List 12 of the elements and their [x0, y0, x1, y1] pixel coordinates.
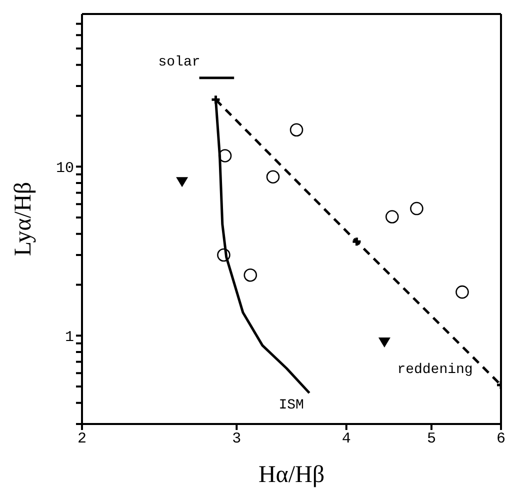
x-tick-label: 4	[342, 430, 351, 448]
x-tick-label: 5	[426, 430, 436, 448]
x-tick-label: 2	[77, 430, 87, 448]
y-tick-label: 10	[56, 160, 74, 177]
series-label: ISM	[278, 398, 304, 414]
y-axis-title: Lyα/Hβ	[10, 182, 37, 256]
x-tick-label: 3	[232, 430, 242, 448]
series-label: reddening	[397, 362, 473, 378]
x-axis-title: Hα/Hβ	[258, 462, 325, 488]
series-label: solar	[158, 54, 200, 71]
y-tick-label: 1	[64, 328, 74, 346]
x-tick-label: 6	[496, 430, 506, 448]
